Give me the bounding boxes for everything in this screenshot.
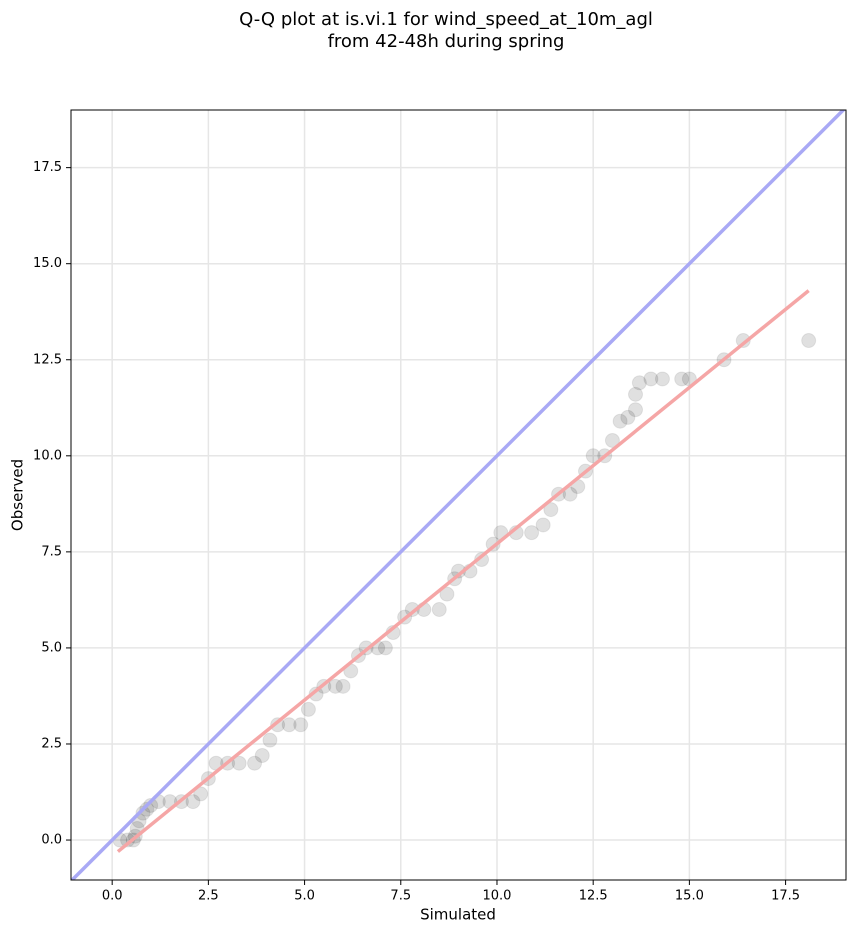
point (262, 732, 278, 748)
point (193, 786, 209, 802)
point (612, 413, 628, 429)
point (585, 448, 601, 464)
y-tick-label: 5.0 (41, 640, 62, 655)
point (135, 805, 151, 821)
point (628, 386, 644, 402)
point (308, 686, 324, 702)
chart-subtitle: from 42-48h during spring (328, 31, 565, 52)
y-tick-label: 12.5 (33, 352, 62, 367)
point (543, 502, 559, 518)
point (604, 432, 620, 448)
point (327, 678, 343, 694)
y-tick-label: 15.0 (33, 256, 62, 271)
point (801, 333, 817, 349)
y-axis-label: Observed (9, 459, 27, 531)
point (404, 602, 420, 618)
x-tick-label: 2.5 (198, 889, 219, 904)
point (300, 701, 316, 717)
y-tick-label: 10.0 (33, 448, 62, 463)
line (71, 110, 846, 880)
point (524, 525, 540, 541)
x-tick-label: 12.5 (579, 889, 608, 904)
x-tick-label: 15.0 (675, 889, 704, 904)
point (735, 333, 751, 349)
chart-title: Q-Q plot at is.vi.1 for wind_speed_at_10… (239, 9, 653, 30)
y-tick-label: 17.5 (33, 160, 62, 175)
point (643, 371, 659, 387)
x-tick-label: 7.5 (390, 889, 411, 904)
x-tick-label: 0.0 (102, 889, 123, 904)
point (143, 797, 159, 813)
point (293, 717, 309, 733)
point (377, 640, 393, 656)
point (535, 517, 551, 533)
point (281, 717, 297, 733)
point (254, 748, 270, 764)
plot-frame (70, 109, 847, 881)
point (562, 486, 578, 502)
y-tick-label: 2.5 (41, 736, 62, 751)
line (116, 289, 810, 853)
y-tick-label: 0.0 (41, 833, 62, 848)
point (628, 402, 644, 418)
point (335, 678, 351, 694)
point (439, 586, 455, 602)
x-tick-label: 5.0 (294, 889, 315, 904)
point (247, 755, 263, 771)
point (139, 801, 155, 817)
point (631, 375, 647, 391)
x-axis-label: Simulated (420, 906, 496, 924)
point (231, 755, 247, 771)
point (474, 552, 490, 568)
point (185, 794, 201, 810)
y-tick-label: 7.5 (41, 544, 62, 559)
point (431, 602, 447, 618)
x-tick-label: 17.5 (771, 889, 800, 904)
point (654, 371, 670, 387)
x-tick-label: 10.0 (483, 889, 512, 904)
point (620, 409, 636, 425)
point (674, 371, 690, 387)
